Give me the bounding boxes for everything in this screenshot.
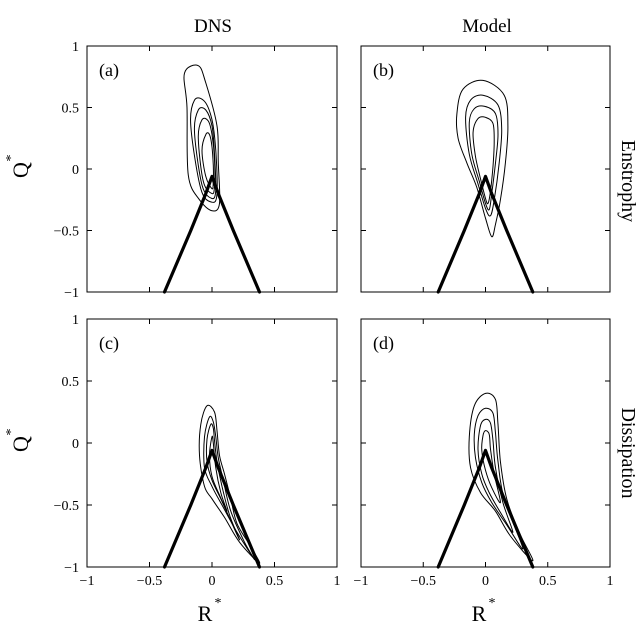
y-tick-label: 1 [72,40,79,55]
contour-level-1 [198,404,261,564]
panel-frame [86,45,338,293]
y-tick-label: −0.5 [54,499,79,514]
y-tick-label: −1 [64,561,79,576]
y-axis-label-superscript: * [4,429,19,436]
panel-d: −1 −0.5 0 0.5 1 (d) [354,318,614,589]
row-label-enstrophy: Enstrophy [617,140,639,222]
panel-b: (b) [360,45,611,294]
y-axis-label-bottom: Q * [4,429,33,452]
x-tick-label: 0.5 [539,574,557,589]
x-tick-label: −0.5 [411,574,436,589]
vieillefosse-line [162,448,262,569]
panel-frame [360,318,611,568]
panel-label: (c) [99,333,119,354]
y-tick-label: −1 [64,286,79,301]
y-tick-label: 0 [72,163,79,178]
x-axis-label-left: R * [198,596,222,626]
panel-frame [360,45,611,293]
column-title-model: Model [462,16,512,37]
y-tick-label: 0.5 [62,375,80,390]
vieillefosse-line [436,448,535,569]
panel-frame [86,318,338,568]
panel-label: (a) [99,60,119,81]
y-axis-label-text: Q [8,436,33,452]
contour-level-5 [201,132,214,190]
contour-level-2 [473,407,524,550]
x-axis-label-text: R [472,601,487,626]
x-tick-label: −0.5 [137,574,162,589]
panel-a: 1 0.5 0 −0.5 −1 (a) [54,40,338,301]
contour-level-3 [477,418,514,533]
contour-level-4 [197,117,216,195]
y-tick-label: 0 [72,437,79,452]
x-tick-label: 0 [209,574,216,589]
vieillefosse-line [162,174,262,294]
contour-level-1 [455,79,509,238]
y-axis-label-top: Q * [4,155,33,178]
x-tick-label: 1 [334,574,341,589]
y-tick-label: 1 [72,313,79,328]
contour-level-1 [468,392,534,562]
y-axis-label-text: Q [8,162,33,178]
contour-level-3 [468,105,499,211]
panels: 10.50−0.5−1(a) (b)10.50−0.5−1−1 −0.5 0 0.5 1(… [54,40,614,589]
y-tick-label: −0.5 [54,225,79,240]
vieillefosse-line [436,174,535,294]
x-tick-label: 0 [482,574,489,589]
x-tick-label: −1 [354,574,369,589]
panel-c: 1 0.5 0 −0.5 −1−1 −0.5 0 0.5 1 (c) [54,313,341,589]
x-axis-label-text: R [198,601,213,626]
row-label-dissipation: Dissipation [617,407,639,498]
y-tick-label: 0.5 [62,102,80,117]
x-axis-label-right: R * [472,596,496,626]
x-tick-label: 1 [607,574,614,589]
contour-level-2 [465,94,503,217]
contour-level-4 [472,116,495,205]
y-axis-label-superscript: * [4,155,19,162]
x-tick-label: 0.5 [266,574,284,589]
x-tick-label: −1 [80,574,95,589]
x-axis-label-superscript: * [215,596,222,611]
x-axis-label-superscript: * [489,596,496,611]
column-title-dns: DNS [194,16,232,37]
panel-label: (b) [373,60,394,81]
panel-label: (d) [373,333,394,354]
contour-level-1 [183,64,221,212]
